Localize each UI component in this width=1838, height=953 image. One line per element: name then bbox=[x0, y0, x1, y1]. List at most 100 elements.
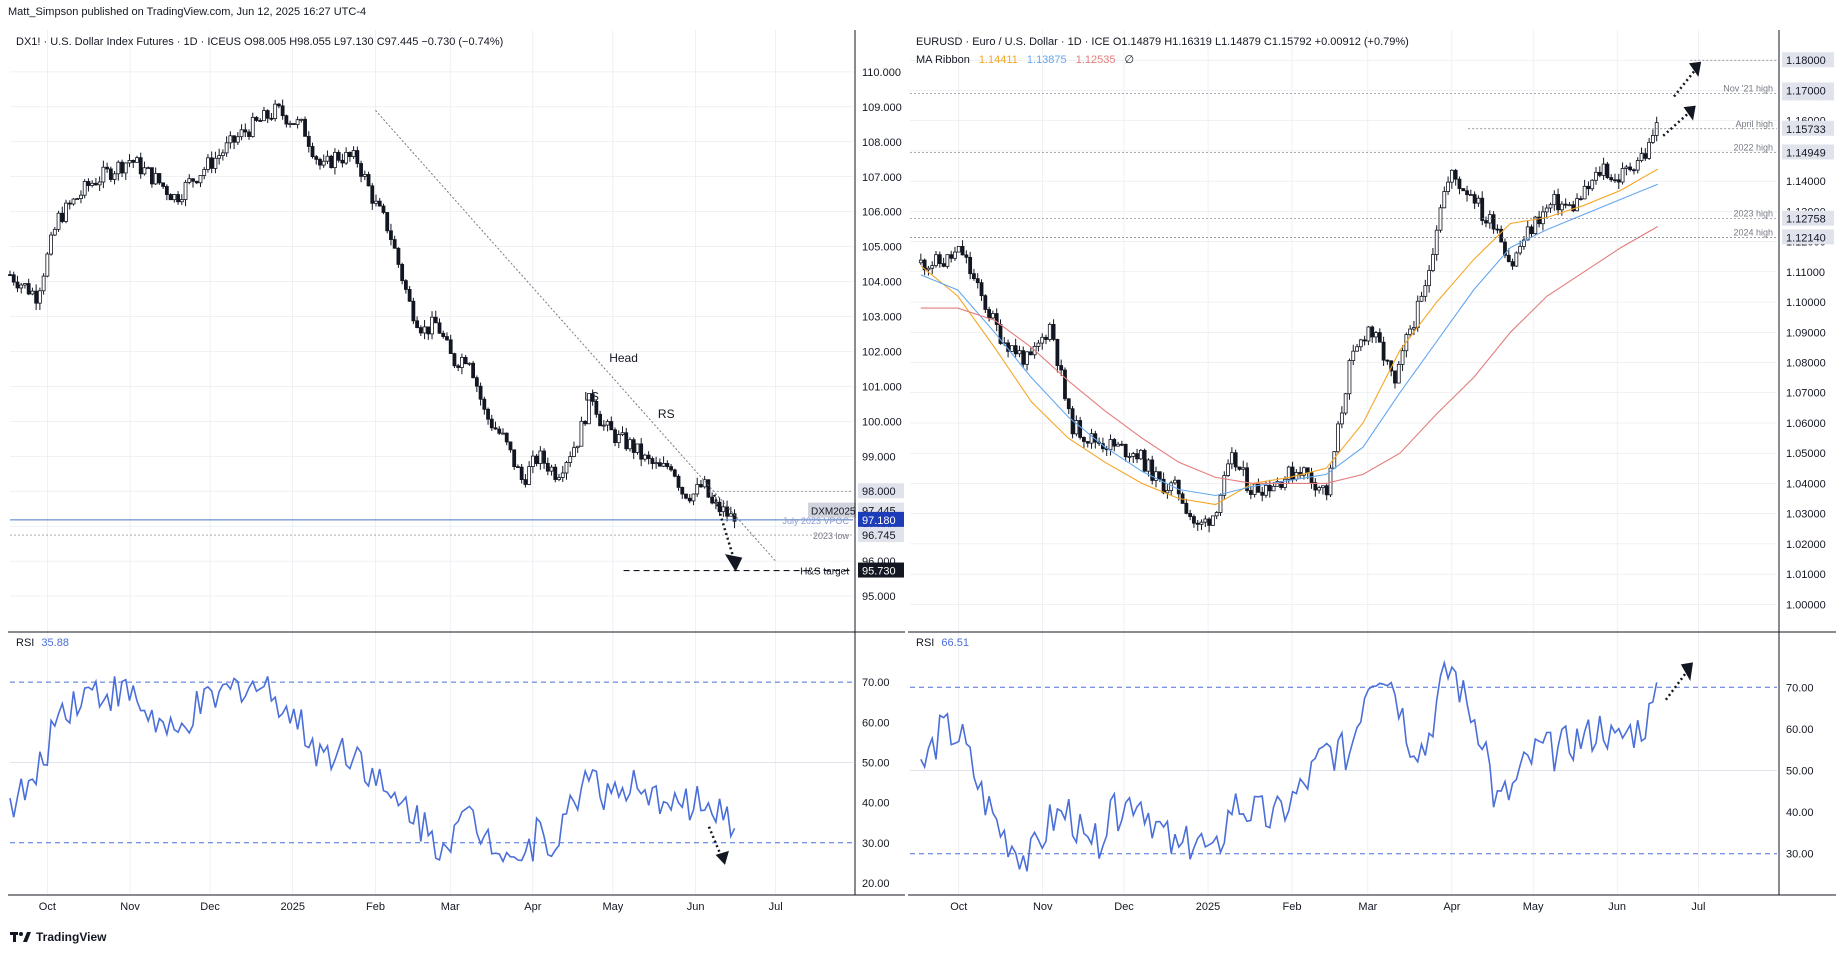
left-candle bbox=[553, 466, 558, 480]
left-candle bbox=[67, 202, 72, 205]
right-candle bbox=[1271, 485, 1276, 492]
left-candle bbox=[389, 230, 393, 240]
left-candle bbox=[120, 161, 124, 174]
left-candle bbox=[90, 182, 95, 186]
right-rsi-line bbox=[920, 659, 1658, 872]
left-candle bbox=[359, 163, 363, 177]
right-candle bbox=[1518, 245, 1523, 254]
right-candle bbox=[960, 245, 965, 256]
right-candle bbox=[1248, 490, 1253, 495]
right-price-tick-label: 1.04000 bbox=[1786, 478, 1826, 490]
right-candle bbox=[1021, 350, 1026, 365]
right-candle bbox=[1548, 204, 1553, 209]
right-candle bbox=[1165, 490, 1170, 494]
left-candle bbox=[396, 247, 401, 265]
left-rsi-tick-label: 60.00 bbox=[862, 717, 890, 729]
left-candle bbox=[452, 353, 457, 367]
right-price-tick-label: 1.05000 bbox=[1786, 448, 1826, 460]
right-candle bbox=[1074, 420, 1079, 435]
right-candle bbox=[987, 309, 992, 319]
left-candle bbox=[258, 120, 263, 122]
left-price-tick-label: 103.000 bbox=[862, 312, 902, 324]
right-candle bbox=[1324, 485, 1329, 496]
right-candle bbox=[1339, 412, 1344, 425]
left-tag-98: 98.000 bbox=[862, 486, 896, 498]
left-candle bbox=[411, 300, 416, 322]
right-candle bbox=[1082, 437, 1086, 442]
tradingview-logo-icon bbox=[10, 932, 31, 942]
left-candle bbox=[56, 212, 61, 230]
right-candle bbox=[1321, 485, 1325, 489]
right-candle bbox=[1465, 190, 1469, 196]
left-candle bbox=[717, 501, 722, 513]
left-candle bbox=[273, 103, 278, 120]
left-candle bbox=[194, 180, 199, 184]
left-candle bbox=[605, 421, 610, 426]
right-candle bbox=[1317, 487, 1322, 491]
left-candle bbox=[631, 439, 636, 453]
left-candle bbox=[288, 123, 293, 125]
right-candle bbox=[1146, 459, 1151, 472]
left-candle bbox=[575, 445, 580, 449]
left-candle bbox=[370, 185, 375, 204]
right-candle bbox=[1609, 177, 1614, 181]
left-candle bbox=[684, 493, 688, 499]
publisher-line: Matt_Simpson published on TradingView.co… bbox=[8, 6, 367, 18]
right-price-tick-label: 1.03000 bbox=[1786, 509, 1826, 521]
left-price-tick-label: 109.000 bbox=[862, 102, 902, 114]
left-time-tick-label: Oct bbox=[39, 901, 56, 913]
right-candle bbox=[1582, 185, 1587, 200]
left-candle bbox=[172, 194, 177, 201]
left-price-tick-label: 101.000 bbox=[862, 381, 902, 393]
left-dxm-tag-bg bbox=[808, 502, 856, 518]
ma-visibility-icon[interactable]: ∅ bbox=[1124, 54, 1135, 66]
left-candle bbox=[661, 462, 666, 467]
left-candle bbox=[609, 421, 614, 431]
left-candle bbox=[325, 155, 330, 162]
right-candle bbox=[975, 278, 980, 284]
left-vpoc-label: July 2023 VPOC bbox=[782, 516, 849, 526]
left-candle bbox=[366, 174, 371, 187]
right-candle bbox=[1267, 484, 1272, 492]
left-candle bbox=[239, 129, 244, 138]
right-level-118-tag: 1.18000 bbox=[1786, 55, 1826, 67]
left-candle bbox=[168, 194, 173, 201]
left-time-tick-label: Jun bbox=[687, 901, 705, 913]
right-candle bbox=[1044, 336, 1048, 340]
right-candle bbox=[1123, 443, 1128, 458]
left-candle bbox=[187, 178, 192, 183]
right-candle bbox=[1522, 239, 1526, 247]
right-candle bbox=[1313, 482, 1318, 491]
left-candle bbox=[64, 202, 68, 222]
left-candle bbox=[422, 326, 427, 334]
left-price-tick-label: 104.000 bbox=[862, 277, 902, 289]
left-candle bbox=[695, 484, 700, 495]
right-candle bbox=[1302, 467, 1306, 476]
left-candle bbox=[702, 479, 707, 488]
right-candle bbox=[1078, 420, 1083, 438]
right-candle bbox=[1389, 360, 1394, 372]
left-candle bbox=[23, 283, 27, 286]
left-candle bbox=[164, 186, 169, 195]
left-candle bbox=[198, 175, 203, 184]
right-candle bbox=[1157, 471, 1162, 480]
tradingview-logo[interactable]: TradingView bbox=[10, 930, 106, 944]
left-candle bbox=[30, 290, 35, 295]
left-price-tick-label: 110.000 bbox=[862, 67, 901, 79]
right-candle bbox=[1578, 198, 1583, 201]
left-candle bbox=[94, 182, 98, 186]
right-legend: EURUSD · Euro / U.S. Dollar · 1D · ICE O… bbox=[916, 36, 1409, 48]
left-price-tick-label: 106.000 bbox=[862, 207, 902, 219]
left-candle bbox=[519, 466, 524, 480]
right-candle bbox=[1252, 483, 1257, 495]
right-level-118-tag-bg bbox=[1782, 52, 1834, 68]
left-candle bbox=[415, 320, 419, 328]
right-candle bbox=[1453, 169, 1458, 180]
right-rsi-pane: Oct Nov Dec 2025 Feb Mar Apr May Jun Jul 30.00 40.0… bbox=[910, 659, 1814, 913]
left-candle bbox=[183, 181, 188, 200]
right-candle bbox=[1290, 466, 1295, 480]
left-candle bbox=[333, 151, 337, 169]
left-candle bbox=[374, 200, 378, 204]
left-candle bbox=[15, 281, 20, 289]
